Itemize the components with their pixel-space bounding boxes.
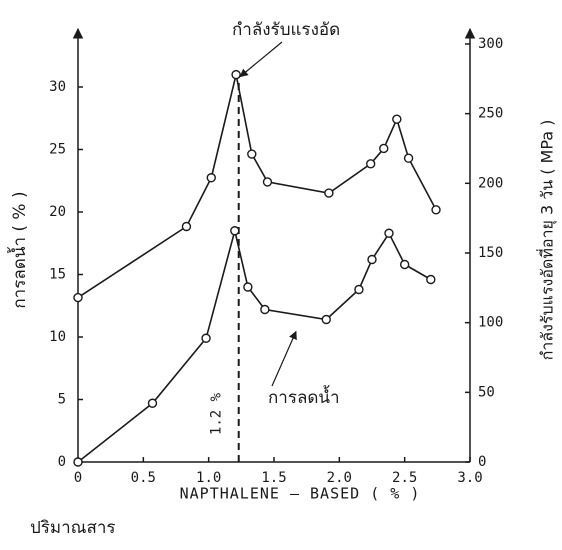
y-tick-label: 0	[58, 454, 66, 470]
annotation-arrow	[239, 41, 283, 78]
data-point	[354, 284, 364, 295]
y-tick-label: 15	[49, 267, 66, 283]
data-point	[73, 457, 83, 467]
y-tick-label: 25	[49, 142, 66, 158]
data-point	[367, 254, 377, 265]
x-tick-label: 3.0	[457, 470, 482, 486]
annotation-arrow	[271, 330, 297, 387]
data-point	[243, 282, 253, 292]
data-point	[384, 228, 394, 238]
data-point	[403, 153, 414, 163]
data-point	[73, 292, 83, 303]
data-point	[392, 114, 402, 124]
y2-axis-label: กำลังรับแรงอัดที่อายุ 3 วัน ( MPa )	[536, 120, 558, 361]
data-point	[181, 221, 192, 232]
y-tick-label: 20	[49, 204, 66, 220]
data-point	[262, 177, 273, 187]
data-point	[230, 226, 240, 236]
data-point	[431, 205, 441, 215]
data-point	[206, 173, 216, 183]
data-point	[324, 188, 334, 198]
data-point	[247, 149, 257, 159]
y2-tick-label: 300	[478, 36, 503, 52]
y2-tick-label: 0	[478, 454, 486, 470]
data-point	[147, 398, 158, 408]
series-annotation: กำลังรับแรงอัด	[232, 20, 340, 40]
data-point	[201, 333, 211, 343]
y2-tick-label: 150	[478, 245, 503, 261]
data-point	[365, 159, 376, 169]
x-tick-label: 0	[74, 470, 82, 486]
x-tick-label: 1.5	[261, 470, 286, 486]
x-axis-label: NAPTHALENE – BASED ( % )	[180, 485, 421, 503]
series-annotation: การลดน้ำ	[268, 385, 340, 408]
x-tick-label: 2.0	[327, 470, 352, 486]
data-point	[379, 143, 389, 154]
y2-tick-label: 50	[478, 384, 495, 400]
x-axis-label-prefix: ปริมาณสาร	[30, 518, 116, 538]
series-line	[77, 230, 432, 463]
y2-tick-label: 250	[478, 106, 503, 122]
data-point	[231, 69, 241, 80]
series-line	[77, 74, 437, 299]
x-tick-label: 2.5	[392, 470, 417, 486]
data-point	[426, 274, 436, 285]
data-point	[260, 304, 270, 315]
y2-tick-label: 100	[478, 315, 503, 331]
data-point	[321, 314, 331, 325]
x-tick-label: 1.0	[196, 470, 221, 486]
y-tick-label: 30	[49, 79, 66, 95]
data-point	[399, 259, 410, 270]
y-tick-label: 5	[58, 392, 66, 408]
y2-tick-label: 200	[478, 175, 503, 191]
reference-label: 1.2 %	[209, 392, 225, 435]
x-tick-label: 0.5	[131, 470, 156, 486]
y-axis-label: การลดน้ำ ( % )	[7, 191, 30, 308]
y-tick-label: 10	[49, 329, 66, 345]
